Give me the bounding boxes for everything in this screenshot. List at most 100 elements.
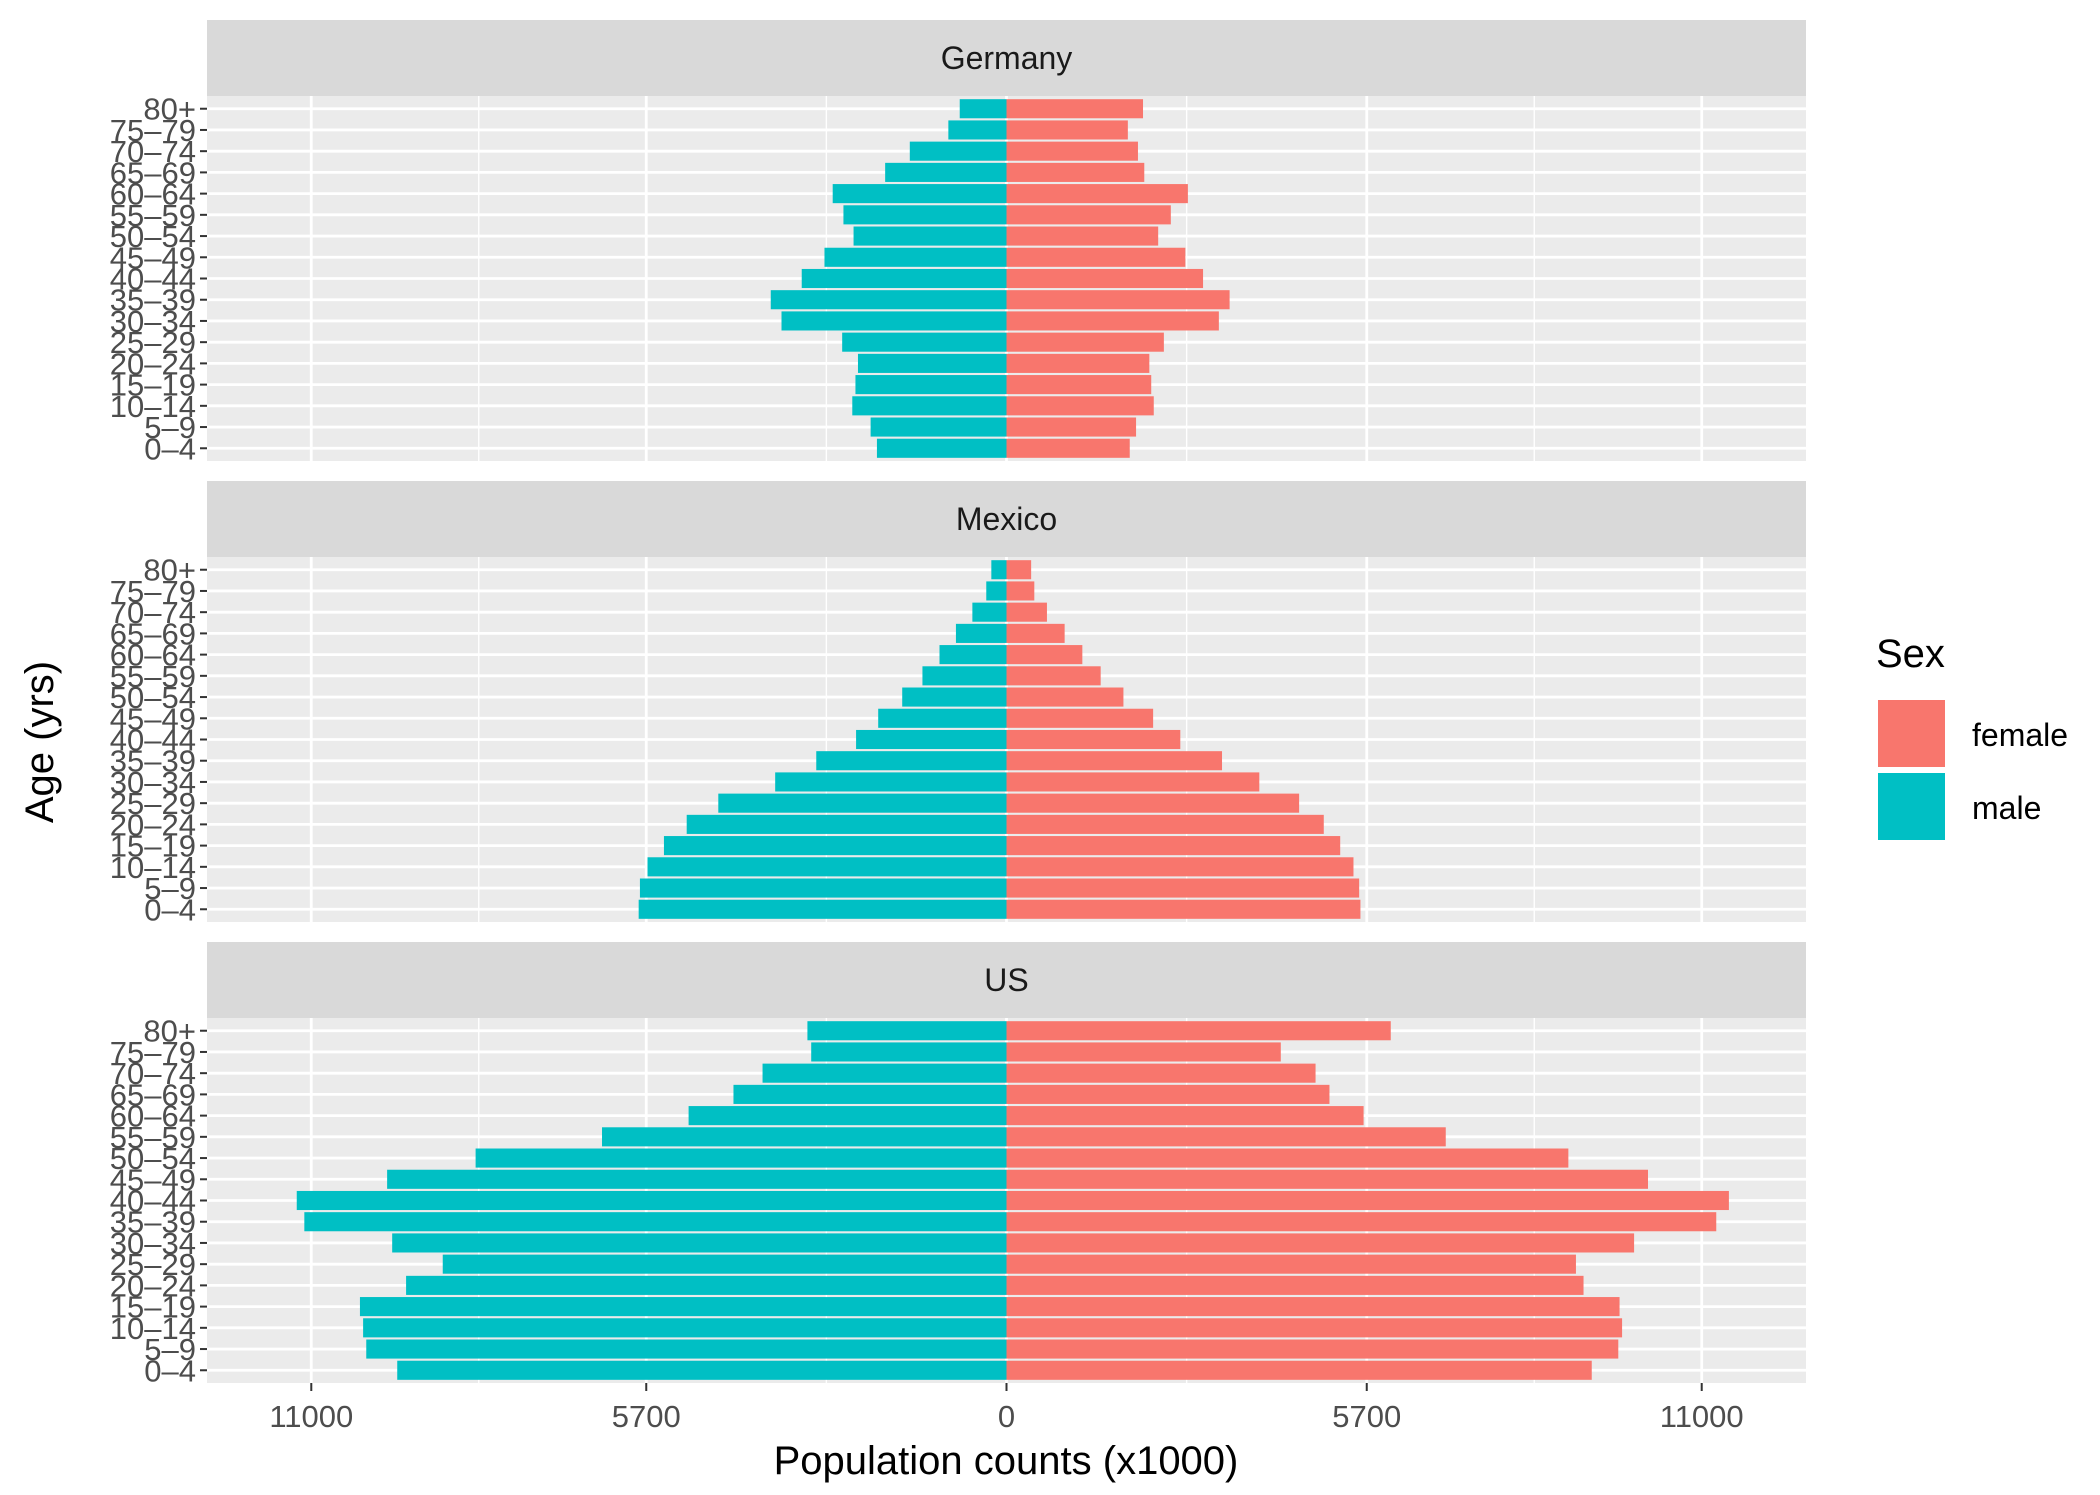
- bar-male-mexico: [986, 581, 1007, 601]
- bar-male-mexico: [939, 645, 1007, 665]
- bar-female-germany: [1006, 120, 1128, 140]
- bar-male-germany: [909, 141, 1007, 161]
- bar-female-germany: [1006, 396, 1154, 416]
- y-tick-label: 20–24: [110, 807, 196, 842]
- bar-female-germany: [1006, 99, 1144, 119]
- bar-male-us: [602, 1127, 1007, 1147]
- y-tick-label: 75–79: [110, 113, 196, 148]
- bar-female-germany: [1006, 247, 1186, 267]
- y-tick-label: 80+: [143, 553, 196, 588]
- bar-male-germany: [842, 332, 1007, 352]
- y-tick-label: 65–69: [110, 616, 196, 651]
- y-tick-label: 40–44: [110, 723, 196, 758]
- y-tick-label: 5–9: [144, 871, 196, 906]
- y-tick-label: 25–29: [110, 325, 196, 360]
- bar-male-us: [387, 1169, 1007, 1189]
- bar-female-us: [1006, 1063, 1316, 1083]
- legend-label-female: female: [1972, 717, 2068, 753]
- bar-female-mexico: [1006, 836, 1341, 856]
- bar-male-germany: [948, 120, 1007, 140]
- bar-male-us: [366, 1339, 1007, 1359]
- bar-female-mexico: [1006, 857, 1354, 877]
- bar-female-germany: [1006, 268, 1204, 289]
- x-tick-label: 11000: [1660, 1399, 1744, 1434]
- y-tick-label: 0–4: [144, 1353, 196, 1388]
- y-tick-label: 10–14: [110, 850, 196, 885]
- bar-male-us: [475, 1148, 1007, 1168]
- facet-strip: [207, 481, 1806, 557]
- facet-strip-label: Germany: [941, 40, 1073, 76]
- y-tick-label: 60–64: [110, 177, 196, 212]
- bar-female-mexico: [1006, 687, 1124, 707]
- y-tick-label: 45–49: [110, 1162, 196, 1197]
- panel-mexico: Mexico 0–45–910–1415–1920–2425–2930–3435–…: [110, 481, 1806, 927]
- y-tick-label: 60–64: [110, 1099, 196, 1134]
- legend-key-male: [1878, 773, 1945, 840]
- bar-female-mexico: [1006, 793, 1300, 813]
- bar-female-mexico: [1006, 602, 1047, 622]
- bar-female-us: [1006, 1339, 1619, 1359]
- bar-female-us: [1006, 1212, 1717, 1232]
- y-tick-label: 10–14: [110, 1311, 196, 1346]
- bar-female-us: [1006, 1275, 1584, 1295]
- bar-male-mexico: [902, 687, 1007, 707]
- bar-male-mexico: [663, 836, 1007, 856]
- y-tick-label: 45–49: [110, 240, 196, 275]
- bar-male-mexico: [647, 857, 1007, 877]
- bar-female-germany: [1006, 226, 1159, 246]
- y-tick-label: 30–34: [110, 765, 196, 800]
- bar-male-germany: [870, 417, 1007, 437]
- bar-female-germany: [1006, 332, 1164, 352]
- bar-male-germany: [843, 205, 1007, 225]
- bar-male-mexico: [972, 602, 1007, 622]
- y-tick-label: 25–29: [110, 1247, 196, 1282]
- bar-male-mexico: [955, 623, 1007, 643]
- y-tick-label: 15–19: [110, 829, 196, 864]
- bar-male-us: [762, 1063, 1007, 1083]
- y-tick-label: 40–44: [110, 262, 196, 297]
- bar-male-germany: [885, 162, 1007, 182]
- bar-female-germany: [1006, 311, 1219, 331]
- y-tick-label: 5–9: [144, 410, 196, 445]
- bar-female-germany: [1006, 353, 1150, 373]
- y-tick-label: 55–59: [110, 198, 196, 233]
- panel-us: US 0–45–910–1415–1920–2425–2930–3435–3940…: [110, 942, 1806, 1388]
- y-tick-label: 55–59: [110, 659, 196, 694]
- facet-strip: [207, 20, 1806, 96]
- bar-female-mexico: [1006, 751, 1223, 771]
- y-tick-label: 15–19: [110, 368, 196, 403]
- bar-female-us: [1006, 1148, 1569, 1168]
- bar-male-us: [807, 1021, 1007, 1041]
- y-tick-label: 50–54: [110, 680, 196, 715]
- x-axis-title: Population counts (x1000): [774, 1439, 1239, 1483]
- bar-male-mexico: [991, 560, 1007, 580]
- y-tick-label: 5–9: [144, 1332, 196, 1367]
- bar-male-us: [304, 1212, 1007, 1232]
- x-tick-label: 11000: [269, 1399, 353, 1434]
- facet-strip-label: US: [984, 962, 1028, 998]
- y-tick-label: 30–34: [110, 1226, 196, 1261]
- legend: Sex female male: [1876, 632, 2068, 840]
- bar-female-germany: [1006, 141, 1138, 161]
- bar-female-us: [1006, 1318, 1623, 1338]
- bar-female-germany: [1006, 438, 1130, 458]
- bar-female-us: [1006, 1084, 1330, 1104]
- bar-female-mexico: [1006, 560, 1032, 580]
- bar-male-mexico: [856, 729, 1007, 750]
- legend-label-male: male: [1972, 790, 2041, 826]
- y-tick-label: 65–69: [110, 155, 196, 190]
- bar-female-us: [1006, 1297, 1620, 1317]
- bar-male-germany: [801, 268, 1007, 289]
- bar-male-mexico: [878, 708, 1007, 728]
- x-tick-label: 0: [998, 1399, 1015, 1434]
- y-tick-label: 15–19: [110, 1290, 196, 1325]
- bar-male-us: [406, 1275, 1007, 1295]
- y-tick-label: 50–54: [110, 219, 196, 254]
- y-tick-label: 55–59: [110, 1120, 196, 1155]
- bar-male-germany: [832, 184, 1007, 204]
- x-axis: 11000 5700 0 5700 11000: [269, 1383, 1744, 1434]
- bar-female-mexico: [1006, 666, 1101, 686]
- bar-male-mexico: [638, 899, 1007, 919]
- y-tick-label: 35–39: [110, 1205, 196, 1240]
- bar-female-germany: [1006, 205, 1171, 225]
